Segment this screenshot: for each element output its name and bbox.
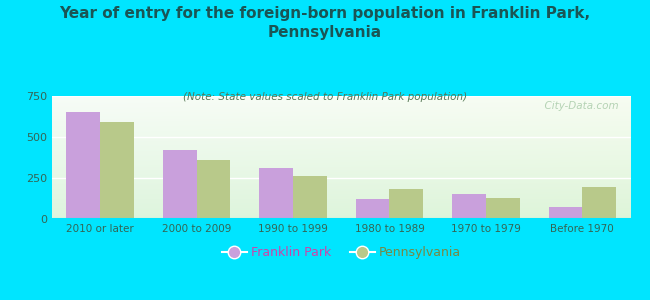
Bar — [66, 112, 100, 219]
Bar — [196, 160, 230, 219]
Text: Year of entry for the foreign-born population in Franklin Park,
Pennsylvania: Year of entry for the foreign-born popul… — [59, 6, 591, 40]
Bar — [293, 176, 327, 219]
Legend: Franklin Park, Pennsylvania: Franklin Park, Pennsylvania — [217, 242, 465, 264]
Bar — [452, 194, 486, 219]
Text: (Note: State values scaled to Franklin Park population): (Note: State values scaled to Franklin P… — [183, 92, 467, 101]
Bar — [356, 199, 389, 219]
Bar — [389, 190, 423, 219]
Bar — [549, 207, 582, 219]
Text: City-Data.com: City-Data.com — [538, 101, 619, 111]
Bar — [100, 122, 134, 219]
Bar — [486, 198, 519, 219]
Bar — [259, 168, 293, 219]
Bar — [582, 187, 616, 219]
Bar — [163, 150, 196, 219]
